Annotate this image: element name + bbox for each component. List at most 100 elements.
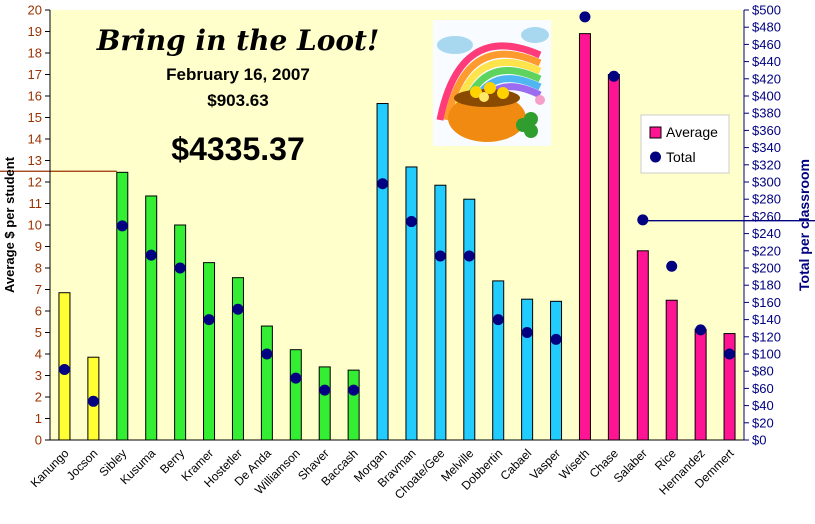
reference-lines [0, 170, 815, 222]
left-tick-label: 6 [35, 304, 42, 319]
left-tick-label: 0 [35, 433, 42, 448]
right-tick-label: $100 [752, 347, 781, 362]
total-point-de-anda [261, 348, 273, 360]
total-point-demmert [724, 348, 736, 360]
left-tick-label: 5 [35, 325, 42, 340]
category-label: Jocson [64, 446, 101, 483]
legend-average-swatch [649, 126, 662, 139]
bar-wiseth [578, 33, 591, 441]
plot-area [50, 10, 744, 440]
left-tick-label: 13 [28, 153, 42, 168]
right-tick-label: $400 [752, 89, 781, 104]
right-tick-label: $180 [752, 278, 781, 293]
total-point-sibley [116, 220, 128, 232]
right-tick-label: $40 [752, 398, 774, 413]
bar-chase [607, 74, 620, 441]
bar-hostetler [231, 277, 244, 441]
total-point-vasper [550, 333, 562, 345]
right-tick-label: $260 [752, 209, 781, 224]
category-label: Cabael [497, 446, 534, 483]
total-point-hernandez [695, 324, 707, 336]
total-point-rice [666, 260, 678, 272]
bar-vasper [550, 300, 563, 441]
left-tick-label: 14 [28, 132, 42, 147]
left-tick-label: 8 [35, 261, 42, 276]
bar-morgan [376, 103, 389, 441]
bar-shaver [318, 366, 331, 441]
total-point-williamson [290, 372, 302, 384]
bar-williamson [289, 349, 302, 441]
left-tick-label: 18 [28, 46, 42, 61]
left-tick-label: 20 [28, 3, 42, 18]
pot-of-gold-clipart [433, 20, 551, 146]
right-tick-label: $240 [752, 226, 781, 241]
right-tick-label: $60 [752, 381, 774, 396]
right-tick-label: $80 [752, 364, 774, 379]
total-points-layer [58, 11, 736, 407]
right-tick-label: $160 [752, 295, 781, 310]
total-point-kramer [203, 314, 215, 326]
bar-hernandez [694, 328, 707, 441]
left-tick-label: 7 [35, 282, 42, 297]
total-point-chase [608, 70, 620, 82]
right-tick-label: $480 [752, 20, 781, 35]
bar-kramer [203, 262, 216, 441]
legend-average-label: Average [666, 124, 718, 140]
bar-de-anda [260, 325, 273, 441]
right-tick-label: $220 [752, 243, 781, 258]
category-label: Vasper [527, 446, 563, 482]
right-tick-label: $120 [752, 329, 781, 344]
left-axis-label: Average $ per student [2, 156, 17, 293]
left-tick-label: 3 [35, 368, 42, 383]
right-tick-label: $0 [752, 433, 766, 448]
left-tick-label: 16 [28, 89, 42, 104]
legend: Average Total [640, 114, 730, 174]
right-tick-label: $500 [752, 3, 781, 18]
bar-kusuma [145, 195, 158, 441]
total-point-cabael [521, 327, 533, 338]
left-tick-label: 10 [28, 218, 42, 233]
total-point-choate-gee [434, 250, 446, 262]
total-point-shaver [319, 384, 331, 396]
right-tick-label: $300 [752, 175, 781, 190]
right-tick-label: $20 [752, 415, 774, 430]
total-point-salaber [637, 214, 649, 226]
right-tick-label: $200 [752, 261, 781, 276]
right-tick-label: $320 [752, 157, 781, 172]
legend-total-label: Total [666, 149, 696, 165]
right-tick-label: $460 [752, 37, 781, 52]
bar-sibley [116, 171, 129, 441]
date-label: February 16, 2007 [166, 65, 310, 84]
right-tick-label: $360 [752, 123, 781, 138]
total-point-berry [174, 262, 186, 274]
total-point-kanungo [58, 363, 70, 375]
total-point-wiseth [579, 11, 591, 23]
left-tick-label: 15 [28, 110, 42, 125]
left-tick-label: 11 [29, 196, 43, 211]
bar-melville [463, 198, 476, 441]
bar-bravman [405, 166, 418, 441]
bar-dobbertin [492, 280, 505, 441]
right-tick-label: $380 [752, 106, 781, 121]
right-axis-ticks: $0 $20 $40 $60 $80 $100 $120 $140 $160 $180 $200 $2… [744, 3, 781, 448]
left-tick-label: 1 [35, 411, 42, 426]
total-point-bravman [405, 216, 417, 228]
total-point-kusuma [145, 249, 157, 261]
total-point-hostetler [232, 303, 244, 315]
day-amount: $903.63 [207, 91, 268, 110]
total-point-baccash [348, 384, 360, 396]
bar-berry [174, 224, 187, 441]
bar-choate-gee [434, 184, 447, 441]
total-point-jocson [87, 395, 99, 407]
bar-rice [665, 299, 678, 441]
left-tick-label: 4 [35, 347, 42, 362]
left-tick-label: 19 [28, 24, 42, 39]
right-tick-label: $140 [752, 312, 781, 327]
legend-total-marker [650, 151, 661, 163]
category-label: Kanungo [28, 446, 72, 490]
grand-total: $4335.37 [171, 131, 304, 167]
left-tick-label: 17 [28, 67, 42, 82]
bar-cabael [521, 298, 534, 441]
